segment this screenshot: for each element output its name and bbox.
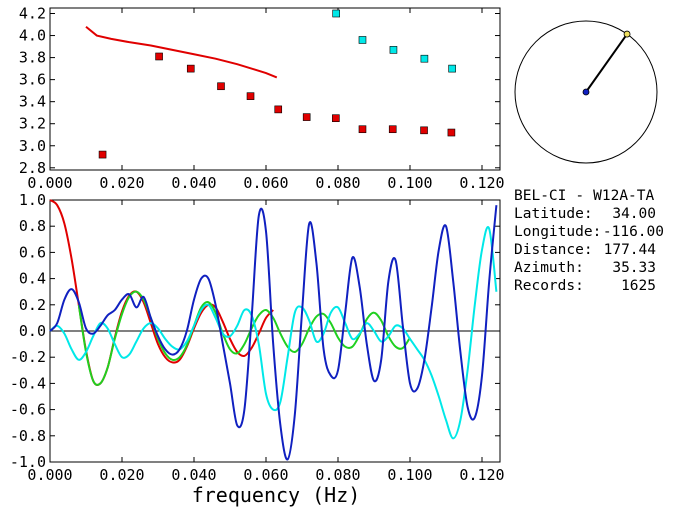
green-series-line [77,290,411,386]
top-x-tick-label: 0.080 [315,174,360,192]
cyan-series-line [49,226,498,440]
bottom-axis-ticks: 0.000 0.020 0.040 0.060 0.080 0.100 0.120 1.0 0.… [10,191,505,484]
station-dash: - [575,188,584,204]
bottom-x-tick-label: 0.080 [315,466,360,484]
red-data-point [155,52,163,61]
top-x-tick-label: 0.020 [99,174,144,192]
cyan-data-point [358,36,367,44]
red-data-point [358,125,367,134]
cyan-data-point [448,64,456,73]
top-x-tick-label: 0.000 [27,174,72,192]
x-axis-label: frequency (Hz) [192,483,361,507]
bottom-y-tick-label: 0.4 [19,270,46,288]
top-y-tick-label: 3.6 [19,71,46,89]
target-station-marker [623,30,631,38]
red-data-point [98,150,107,159]
bottom-plot-marks [49,199,500,461]
cyan-data-point [332,9,341,18]
azimuth-needle [585,33,628,93]
bottom-y-tick-label: -0.2 [10,348,46,366]
top-plot-frame [49,7,501,171]
bottom-x-tick-label: 0.000 [27,466,72,484]
bottom-y-tick-label: -0.6 [10,401,46,419]
red-data-point [447,128,456,137]
bottom-y-tick-label: -0.4 [10,374,46,392]
top-plot-marks [85,9,456,159]
bottom-y-tick-label: -1.0 [10,453,46,471]
bottom-y-tick-label: 0.2 [19,296,46,314]
top-x-tick-label: 0.060 [243,174,288,192]
top-y-tick-label: 2.8 [19,159,46,177]
bottom-y-tick-label: 1.0 [19,191,46,209]
bottom-x-tick-label: 0.120 [459,466,504,484]
bottom-x-tick-label: 0.060 [243,466,288,484]
red-data-point [388,125,397,134]
latitude-label: Latitude: [514,206,593,222]
top-y-tick-label: 4.2 [19,5,46,23]
top-x-tick-label: 0.040 [171,174,216,192]
red-data-point [332,114,340,123]
red-data-point [246,92,255,100]
station-name: BEL-CI [514,188,566,204]
distance-value: 177.44 [604,242,657,258]
polar-circle [514,20,658,164]
distance-label: Distance: [514,242,593,258]
records-label: Records: [514,278,584,294]
red-data-point [274,105,283,114]
top-y-tick-label: 4.0 [19,27,46,45]
red-data-point [186,64,195,73]
station-info: BEL-CI - W12A-TA Latitude: 34.00 Longitude… [514,188,664,294]
bottom-x-tick-label: 0.040 [171,466,216,484]
top-axis-ticks: 0.000 0.020 0.040 0.060 0.080 0.100 0.120 4.2 4.… [19,5,505,192]
bottom-y-tick-label: 0.0 [19,322,46,340]
red-data-point [420,126,428,135]
top-y-tick-label: 3.4 [19,93,46,111]
red-data-point [302,113,311,121]
top-x-tick-label: 0.120 [459,174,504,192]
target-name: W12A-TA [593,188,654,204]
top-y-tick-label: 3.0 [19,137,46,155]
bottom-x-tick-label: 0.020 [99,466,144,484]
azimuth-polar-plot [514,20,658,164]
bottom-x-tick-label: 0.100 [387,466,432,484]
red-dispersion-curve [85,25,278,79]
top-x-tick-label: 0.100 [387,174,432,192]
blue-series-line [49,205,498,461]
bottom-y-tick-label: -0.8 [10,427,46,445]
longitude-value: -116.00 [603,224,664,240]
station-pair-title: BEL-CI - W12A-TA [514,188,655,204]
latitude-value: 34.00 [612,206,656,222]
azimuth-label: Azimuth: [514,260,584,276]
azimuth-value: 35.33 [612,260,656,276]
cyan-data-point [389,46,398,54]
origin-station-marker [582,88,590,96]
red-data-point [217,82,225,91]
top-y-tick-label: 3.2 [19,115,46,133]
bottom-y-tick-label: 0.8 [19,217,46,235]
longitude-label: Longitude: [514,224,601,240]
records-value: 1625 [621,278,656,294]
cyan-data-point [420,54,429,63]
bottom-y-tick-label: 0.6 [19,243,46,261]
top-y-tick-label: 3.8 [19,49,46,67]
